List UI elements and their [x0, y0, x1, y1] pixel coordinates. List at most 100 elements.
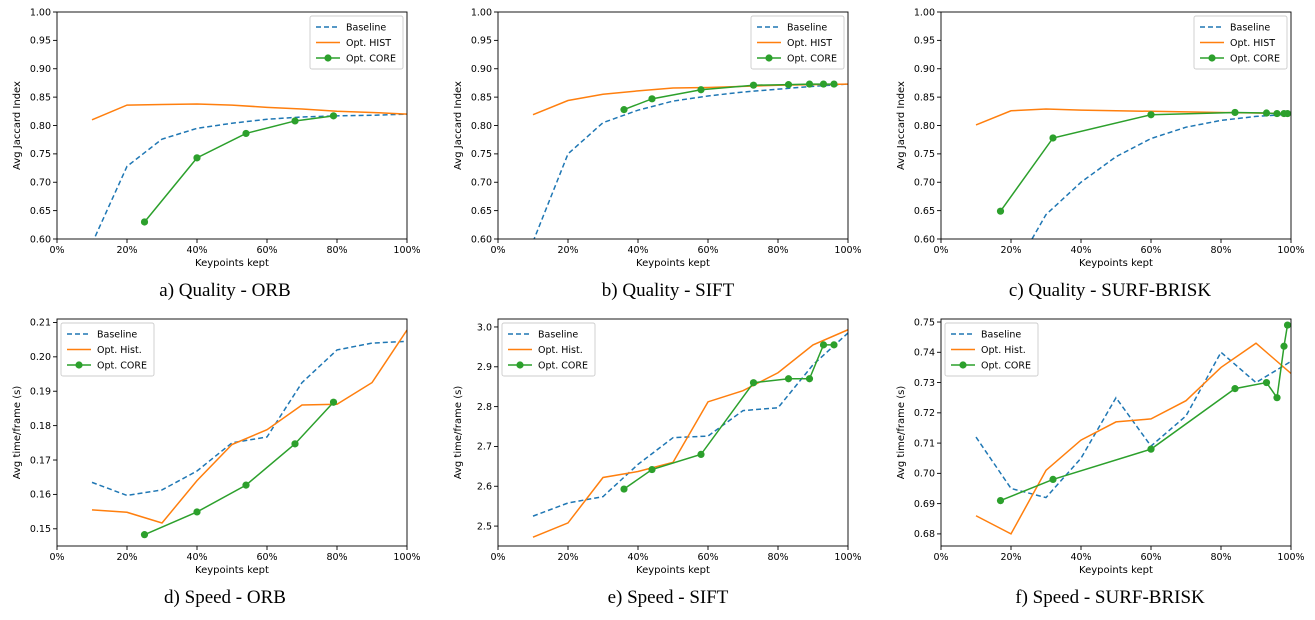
y-axis-label: Avg Jaccard Index — [896, 81, 907, 170]
y-tick-label: 0.70 — [30, 178, 51, 189]
x-tick-label: 60% — [697, 245, 718, 256]
legend-entry: Opt. CORE — [538, 360, 588, 371]
plot-frame — [56, 318, 408, 547]
x-tick-label: 40% — [627, 552, 648, 563]
x-axis-label: Keypoints kept — [195, 258, 269, 269]
x-tick-label: 0% — [933, 552, 948, 563]
y-tick-label: 0.90 — [914, 64, 935, 75]
legend-entry: Baseline — [1230, 22, 1270, 33]
data-point — [140, 531, 149, 539]
data-point — [697, 86, 705, 94]
legend-entry: Opt. CORE — [981, 360, 1031, 371]
legend-marker — [1208, 54, 1216, 62]
data-point — [1280, 342, 1288, 350]
data-point — [784, 375, 793, 383]
data-point — [1049, 134, 1057, 142]
y-tick-label: 0.95 — [30, 36, 51, 47]
y-tick-label: 0.70 — [471, 178, 492, 189]
y-tick-label: 0.20 — [30, 352, 51, 363]
data-point — [1262, 378, 1271, 387]
data-point — [648, 465, 656, 474]
y-tick-label: 2.7 — [477, 442, 492, 453]
data-point — [1262, 109, 1271, 117]
y-tick-label: 0.15 — [30, 524, 51, 535]
chart-caption: b) Quality - SIFT — [602, 280, 735, 301]
x-axis-label: Keypoints kept — [636, 258, 710, 269]
series-line-3 — [143, 115, 334, 223]
x-tick-label: 20% — [1000, 552, 1021, 563]
series-line-1 — [533, 83, 848, 239]
y-axis-label: Avg time/frame (s) — [12, 386, 23, 480]
data-point — [1147, 111, 1155, 119]
y-tick-label: 0.71 — [914, 438, 935, 449]
chart-panel-6: 0% 20% 40% 60% 80% 100% 0.68 0.69 0.70 0.71 0.72 0.… — [896, 317, 1305, 608]
series-line-1 — [93, 113, 407, 239]
y-tick-label: 0.85 — [30, 92, 51, 103]
data-point — [140, 218, 149, 226]
data-point — [291, 117, 299, 125]
data-point — [830, 341, 838, 349]
y-tick-label: 0.95 — [914, 36, 935, 47]
legend-box — [309, 15, 404, 70]
y-tick-label: 1.00 — [30, 7, 51, 18]
x-tick-label: 60% — [256, 552, 277, 563]
x-tick-label: 0% — [49, 245, 64, 256]
data-point — [242, 129, 250, 138]
data-point — [1283, 109, 1292, 118]
data-point — [697, 450, 705, 458]
y-tick-label: 0.65 — [914, 206, 935, 217]
data-point — [291, 440, 299, 448]
x-tick-label: 60% — [697, 552, 718, 563]
y-tick-label: 0.75 — [30, 149, 51, 160]
y-tick-label: 0.60 — [471, 234, 492, 245]
y-tick-label: 0.65 — [471, 206, 492, 217]
x-tick-label: 20% — [116, 245, 137, 256]
y-tick-label: 0.90 — [471, 64, 492, 75]
y-tick-label: 0.75 — [471, 149, 492, 160]
data-point — [805, 80, 814, 88]
y-tick-label: 2.5 — [477, 521, 492, 532]
data-point — [620, 106, 628, 114]
chart-caption: c) Quality - SURF-BRISK — [1009, 280, 1211, 301]
series-line-3 — [623, 344, 834, 490]
data-point — [648, 95, 656, 103]
y-axis-label: Avg Jaccard Index — [453, 81, 464, 170]
data-point — [1147, 445, 1155, 453]
data-point — [1273, 394, 1281, 402]
x-tick-label: 40% — [1070, 245, 1091, 256]
chart-caption: f) Speed - SURF-BRISK — [1015, 587, 1205, 608]
legend-box — [60, 322, 155, 377]
series-line-2 — [91, 329, 407, 524]
plot-frame — [497, 318, 849, 547]
legend-entry: Opt. Hist. — [981, 345, 1026, 356]
x-tick-label: 20% — [116, 552, 137, 563]
legend-entry: Baseline — [538, 329, 578, 340]
data-point — [1283, 321, 1292, 329]
legend-entry: Baseline — [346, 22, 386, 33]
y-tick-label: 2.8 — [477, 402, 492, 413]
series-line-2 — [975, 108, 1291, 126]
chart-caption: a) Quality - ORB — [159, 280, 290, 301]
series-line-1 — [975, 351, 1291, 499]
series-line-2 — [91, 103, 407, 121]
legend-box — [944, 322, 1039, 377]
series-line-2 — [532, 329, 848, 538]
x-tick-label: 0% — [933, 245, 948, 256]
x-tick-label: 40% — [186, 552, 207, 563]
x-tick-label: 20% — [557, 245, 578, 256]
legend-marker — [765, 54, 773, 62]
data-point — [1273, 109, 1281, 118]
legend-entry: Opt. CORE — [346, 53, 396, 64]
legend-entry: Opt. Hist. — [538, 345, 583, 356]
legend-entry: Baseline — [97, 329, 137, 340]
y-tick-label: 0.80 — [30, 121, 51, 132]
y-axis-label: Avg Jaccard Index — [12, 81, 23, 170]
data-point — [242, 481, 250, 489]
x-tick-label: 0% — [490, 552, 505, 563]
series-line-3 — [1000, 324, 1289, 502]
x-axis-label: Keypoints kept — [636, 565, 710, 576]
y-tick-label: 0.74 — [914, 348, 935, 359]
chart-panel-2: 0% 20% 40% 60% 80% 100% 0.60 0.65 0.70 0.75 0.80 0.… — [453, 7, 862, 301]
x-tick-label: 60% — [1140, 245, 1161, 256]
legend-box — [501, 322, 596, 377]
